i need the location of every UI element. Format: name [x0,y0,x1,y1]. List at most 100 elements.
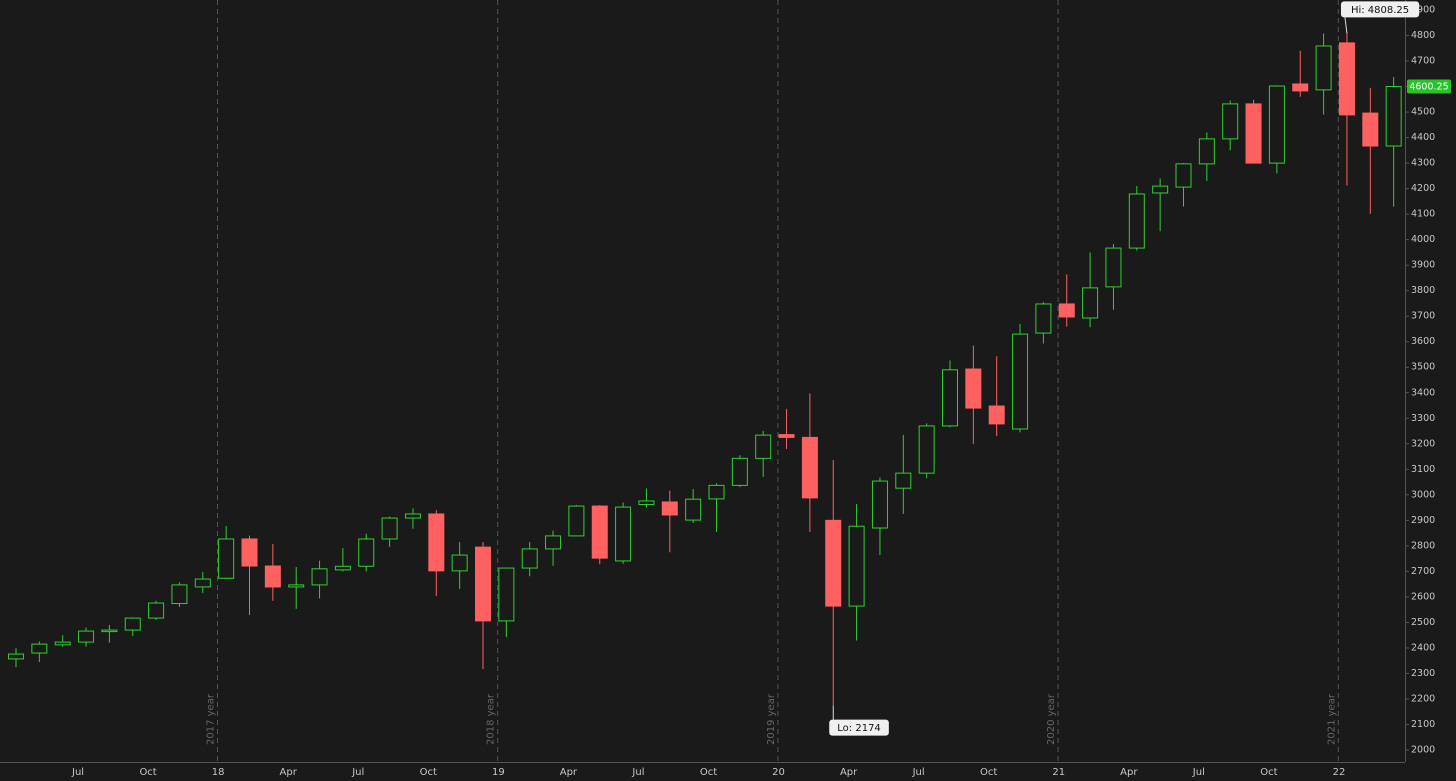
candle-body [31,643,48,654]
candle-body [1338,42,1355,116]
y-tick-label: 2800 [1411,540,1435,551]
x-tick-label: Oct [420,767,437,778]
candle-body [1198,138,1215,165]
x-tick-label: Oct [1260,767,1277,778]
candle-body [404,513,421,519]
year-label: 2019 year [766,693,777,745]
y-tick-label: 2900 [1411,515,1435,526]
y-tick-label: 4400 [1411,132,1435,143]
candle-body [194,578,211,588]
candle-body [218,538,235,579]
y-tick-label: 4700 [1411,56,1435,67]
candle-body [521,548,538,569]
x-tick-label: Oct [980,767,997,778]
candle-body [825,519,842,607]
y-tick-label: 3700 [1411,311,1435,322]
candle-body [848,525,865,607]
x-tick-label: Apr [280,767,298,778]
y-tick-label: 3000 [1411,489,1435,500]
annotation-text: Hi: 4808.25 [1351,5,1409,16]
x-tick-label: Oct [139,767,156,778]
y-tick-label: 4100 [1411,209,1435,220]
y-tick-label: 4900 [1411,5,1435,16]
y-tick-label: 4300 [1411,158,1435,169]
candle-body [475,546,491,622]
y-tick-label: 2400 [1411,642,1435,653]
y-tick-label: 2500 [1411,617,1435,628]
candle-body [1292,83,1309,92]
y-tick-label: 3500 [1411,362,1435,373]
x-tick-label: Jul [1192,767,1205,778]
x-tick-label: Jul [71,767,84,778]
y-tick-label: 2600 [1411,591,1435,602]
y-tick-label: 2100 [1411,719,1435,730]
candle-body [1035,303,1052,334]
y-tick-label: 4500 [1411,107,1435,118]
candle-body [311,568,328,586]
candle-body [1152,185,1169,194]
candle-body [755,434,772,459]
candle-body [288,584,305,588]
annotation-box [1340,1,1420,18]
candle-body [498,567,515,622]
x-tick-label: Apr [1120,767,1138,778]
candle-body [871,480,888,529]
y-tick-label: 2000 [1411,745,1435,756]
y-tick-label: 2300 [1411,668,1435,679]
candle-body [942,369,958,427]
candle-body [1175,163,1192,188]
x-tick-label: 21 [1052,767,1065,778]
candle-body [988,405,1005,425]
x-tick-label: Jul [351,767,364,778]
annotation-pointer [1344,17,1348,34]
candle-body [1128,193,1145,249]
candle-body [54,641,71,646]
x-tick-label: 22 [1333,767,1346,778]
candle-body [1082,287,1099,319]
candle-body [124,617,141,631]
last-price-box [1407,79,1451,94]
candle-body [1012,333,1029,430]
candle-body [1385,85,1402,147]
candle-body [1222,103,1239,140]
candle-body [1058,303,1075,318]
candle-body [381,517,398,540]
candle-body [801,436,818,499]
candle-body [778,434,795,438]
y-tick-label: 3900 [1411,260,1435,271]
candle-body [965,368,982,409]
candle-body [591,505,608,559]
candle-body [895,472,912,489]
y-tick-label: 3600 [1411,336,1435,347]
last-price-label: 4600.25 [1409,81,1448,92]
year-label: 2020 year [1046,693,1057,745]
candle-body [241,538,258,567]
candle-body [451,554,468,572]
x-tick-label: Oct [700,767,717,778]
candle-body [568,505,585,537]
x-tick-label: Jul [912,767,925,778]
candle-body [545,535,562,550]
x-tick-label: Jul [631,767,644,778]
x-tick-label: 19 [492,767,505,778]
y-tick-label: 4800 [1411,30,1435,41]
candle-body [918,425,935,474]
candle-body [358,538,375,567]
year-label: 2018 year [486,693,497,745]
year-label: 2017 year [205,693,216,745]
x-tick-label: 20 [772,767,785,778]
y-tick-label: 3400 [1411,387,1435,398]
candle-body [171,584,188,605]
candle-body [101,629,118,633]
y-tick-label: 3300 [1411,413,1435,424]
candle-body [334,565,351,571]
candle-body [731,457,748,486]
candle-body [708,484,725,500]
candle-body [148,602,165,619]
candle-body [661,501,678,516]
candle-body [1105,247,1122,288]
annotation-box [829,719,889,736]
candle-body [1315,45,1332,91]
